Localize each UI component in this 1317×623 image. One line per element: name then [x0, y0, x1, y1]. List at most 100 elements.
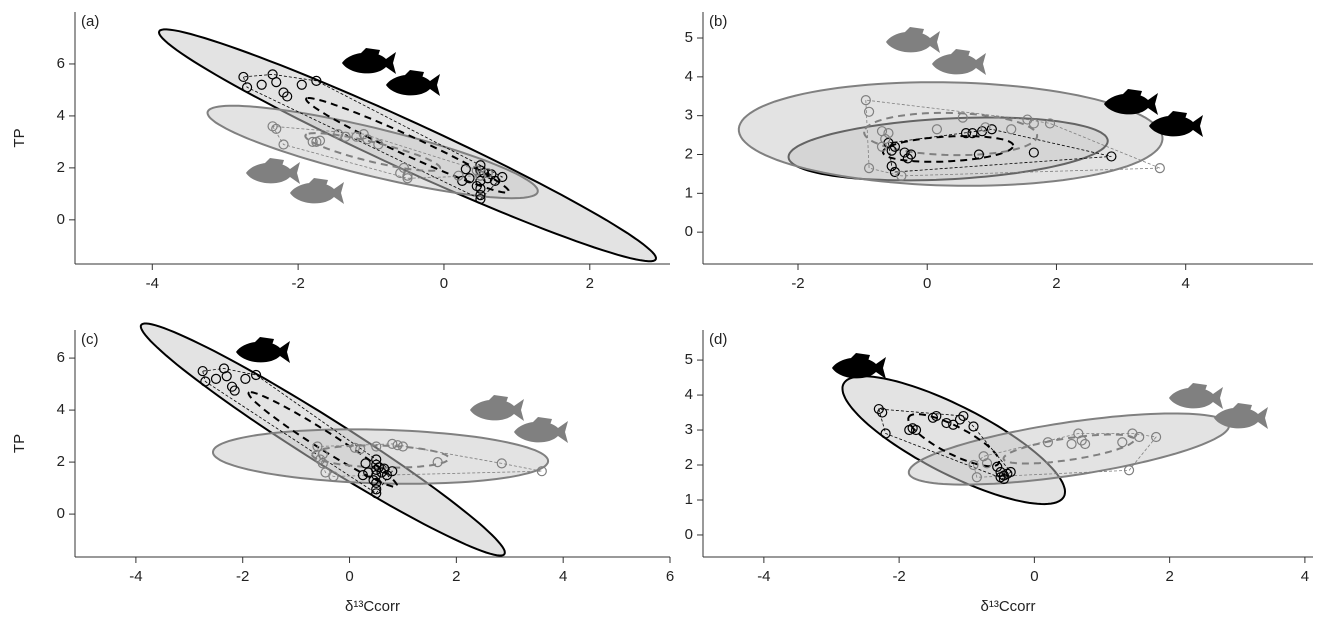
fish-icon	[1169, 383, 1223, 409]
point	[317, 449, 328, 460]
x-tick-label: -2	[291, 275, 304, 292]
point	[271, 123, 282, 135]
x-tick-label: 0	[1030, 568, 1038, 585]
y-tick-label: 5	[685, 351, 693, 368]
point	[371, 484, 382, 495]
point	[877, 407, 888, 418]
x-tick-label: -2	[236, 568, 249, 585]
point	[453, 170, 464, 181]
point	[475, 183, 486, 194]
point	[296, 79, 307, 90]
point	[1123, 465, 1135, 476]
point	[899, 147, 910, 158]
point	[312, 441, 323, 452]
point	[355, 443, 366, 455]
point	[397, 441, 409, 452]
x-tick-label: 0	[440, 275, 448, 292]
point	[981, 458, 993, 469]
fish-icon	[514, 417, 568, 443]
point	[371, 464, 382, 475]
ellipse	[206, 104, 539, 200]
point	[931, 410, 942, 422]
point	[395, 167, 406, 179]
x-tick-label: 2	[452, 568, 460, 585]
convex-hull	[242, 73, 503, 200]
standard-ellipse	[882, 135, 1015, 163]
point	[1117, 437, 1128, 448]
point	[371, 477, 382, 488]
point	[250, 369, 262, 381]
panel-label: (d)	[709, 331, 727, 348]
point	[387, 466, 398, 477]
fish-icon	[832, 353, 886, 379]
point	[238, 71, 249, 83]
ellipse	[212, 428, 550, 485]
ellipse	[737, 81, 1164, 187]
point	[873, 403, 884, 415]
x-tick-label: 2	[1165, 568, 1173, 585]
point	[471, 165, 482, 176]
panel-label: (c)	[81, 331, 99, 348]
y-tick-label: 4	[57, 401, 65, 418]
point	[475, 170, 486, 181]
y-tick-label: 3	[685, 107, 693, 124]
point	[896, 170, 907, 181]
y-axis-label: TP	[11, 434, 28, 453]
point	[314, 135, 326, 146]
fish-icon	[246, 158, 300, 184]
point	[497, 171, 508, 183]
point	[931, 124, 943, 135]
point	[333, 129, 344, 140]
point	[240, 373, 251, 384]
point	[960, 128, 972, 139]
fish-icon	[1104, 89, 1158, 115]
x-axis-label: δ¹³Ccorr	[980, 598, 1035, 615]
point	[457, 175, 468, 186]
fish-icon	[1149, 111, 1203, 137]
panel-label: (b)	[709, 13, 727, 30]
standard-ellipse	[305, 97, 510, 194]
point	[402, 173, 413, 184]
point	[373, 462, 385, 473]
x-tick-label: 2	[1052, 275, 1060, 292]
y-tick-label: 4	[685, 68, 693, 85]
fish-icon	[1214, 403, 1268, 429]
point	[371, 459, 382, 470]
x-tick-label: 4	[1182, 275, 1190, 292]
point	[392, 440, 403, 451]
point	[986, 124, 997, 135]
point	[863, 162, 875, 174]
convex-hull	[865, 99, 1161, 177]
y-tick-label: 2	[57, 159, 65, 176]
x-tick-label: -2	[791, 275, 804, 292]
y-tick-label: 0	[685, 223, 693, 240]
x-tick-label: 4	[559, 568, 567, 585]
standard-ellipse	[304, 132, 442, 172]
y-tick-label: 1	[685, 184, 693, 201]
point	[349, 442, 360, 453]
y-tick-label: 1	[685, 491, 693, 508]
point	[256, 79, 267, 90]
point	[886, 161, 897, 172]
x-tick-label: 0	[923, 275, 931, 292]
point	[373, 139, 384, 150]
point	[1044, 118, 1056, 129]
convex-hull	[317, 443, 542, 477]
point	[880, 428, 891, 439]
point	[860, 95, 871, 106]
standard-ellipse	[1002, 433, 1136, 465]
point	[980, 122, 991, 133]
x-tick-label: -4	[146, 275, 159, 292]
fish-icon	[886, 27, 940, 53]
point	[941, 417, 952, 429]
point	[1006, 124, 1017, 135]
y-tick-label: 2	[685, 456, 693, 473]
standard-ellipse	[247, 391, 399, 488]
point	[1076, 435, 1087, 446]
point	[496, 458, 507, 469]
y-tick-label: 6	[57, 55, 65, 72]
y-tick-label: 0	[57, 211, 65, 228]
point	[968, 459, 979, 471]
point	[271, 77, 282, 88]
